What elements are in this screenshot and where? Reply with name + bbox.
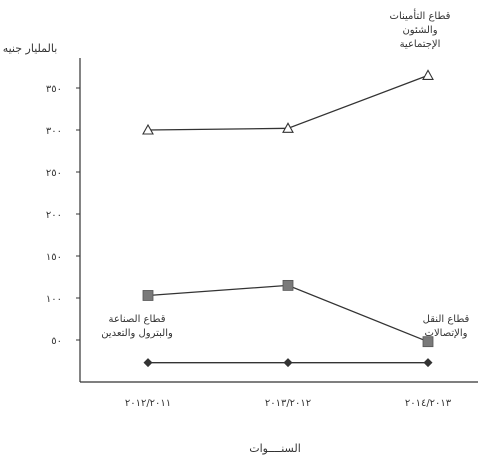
triangle-marker (282, 122, 294, 133)
axes (79, 58, 478, 383)
square-marker (142, 290, 154, 301)
triangle-marker (142, 123, 154, 135)
y-tick-label: ٣٥٠ (46, 84, 62, 95)
diamond-marker (143, 358, 153, 368)
annotation-line: والبترول والتعدين (101, 328, 173, 339)
annotation-line: قطاع التأمينات (390, 8, 451, 22)
series-line (147, 284, 429, 343)
annotation-line: قطاع النقل (423, 314, 470, 325)
y-tick-label: ٢٠٠ (46, 210, 62, 221)
diamond-marker (283, 358, 293, 368)
series-lines (147, 74, 429, 364)
y-tick-label: ١٥٠ (46, 252, 62, 263)
x-tick-label: ٢٠١٢/٢٠١١ (125, 398, 171, 409)
series-markers (142, 69, 434, 368)
square-marker (422, 336, 434, 348)
triangle-marker (422, 69, 434, 80)
annotation-line: قطاع الصناعة (108, 314, 165, 325)
x-axis-label: السنــــوات (249, 442, 301, 455)
y-axis-label: بالمليار جنيه (3, 42, 58, 55)
y-tick-label: ٢٥٠ (46, 168, 62, 179)
annotation-line: والإتصالات (425, 328, 468, 339)
x-ticks: ٢٠١٢/٢٠١١ ٢٠١٣/٢٠١٢ ٢٠١٤/٢٠١٣ (125, 398, 452, 409)
series-annotations: قطاع التأمينات والشئون الإجتماعية قطاع الصن… (101, 8, 469, 339)
series-annotation: قطاع التأمينات والشئون الإجتماعية (390, 8, 451, 50)
y-tick-label: ٥٠ (51, 336, 62, 347)
y-tick-label: ١٠٠ (46, 294, 62, 305)
x-tick-label: ٢٠١٣/٢٠١٢ (265, 398, 311, 409)
square-marker (282, 279, 294, 291)
diamond-marker (423, 358, 433, 368)
x-tick-label: ٢٠١٤/٢٠١٣ (405, 398, 452, 409)
series-annotation: قطاع الصناعة والبترول والتعدين (101, 314, 173, 339)
y-ticks: ٥٠ ١٠٠ ١٥٠ ٢٠٠ ٢٥٠ ٣٠٠ ٣٥٠ (46, 84, 80, 347)
series-annotation: قطاع النقل والإتصالات (423, 314, 470, 339)
series-line (147, 74, 429, 131)
y-tick-label: ٣٠٠ (46, 126, 62, 137)
annotation-line: والشئون (402, 25, 437, 36)
annotation-line: الإجتماعية (400, 39, 441, 50)
